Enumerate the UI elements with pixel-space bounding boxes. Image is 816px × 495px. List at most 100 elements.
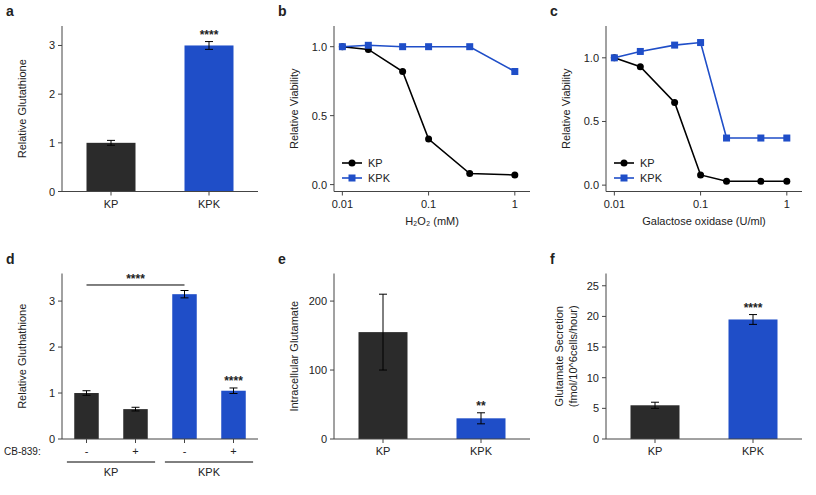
y-axis-label-line: Relative Viability: [560, 68, 572, 149]
legend-marker: [349, 175, 356, 182]
series-line: [614, 43, 786, 138]
x-tick-label: 1: [512, 198, 518, 210]
marks: [339, 42, 518, 179]
panel: 0123Relative Gluthathione-+-+CB-839:KPKP…: [4, 251, 258, 479]
y-tick-label: 2: [49, 341, 55, 353]
x-tick: [184, 439, 185, 443]
x-tick: [233, 439, 234, 443]
x-tick-label: KPK: [470, 445, 493, 457]
y-tick: [58, 393, 62, 394]
panel: 0100200Intracellular GlutamateKPKPK**e: [278, 251, 530, 458]
series-marker: [671, 99, 678, 106]
significance-label: ****: [200, 28, 219, 42]
legend-label: KPK: [368, 172, 391, 184]
x-axis-line: [62, 439, 258, 440]
legend: KPKPK: [614, 157, 663, 184]
series-line: [614, 58, 786, 181]
series-marker: [466, 170, 473, 177]
series-marker: [425, 136, 432, 143]
series-marker: [757, 135, 764, 142]
y-tick-label: 3: [49, 39, 55, 51]
series-marker: [723, 178, 730, 185]
error-bar-cap: [83, 390, 91, 391]
x-tick: [135, 439, 136, 443]
y-tick-label: 200: [309, 295, 327, 307]
legend-marker: [349, 160, 356, 167]
series-marker: [637, 48, 644, 55]
x-tick-label: KPK: [742, 445, 765, 457]
error-bar: [651, 402, 659, 408]
series-marker: [511, 171, 518, 178]
significance-label: ****: [224, 374, 243, 388]
legend-marker: [621, 175, 628, 182]
error-bar-cap: [181, 297, 189, 298]
series-marker: [611, 54, 618, 61]
y-tick-label: 25: [587, 280, 599, 292]
y-tick: [58, 142, 62, 143]
y-tick: [602, 316, 606, 317]
y-tick: [58, 191, 62, 192]
y-tick-label: 0.0: [584, 179, 599, 191]
panel: 0.00.51.0Relative Viability0.010.11H₂O₂ …: [278, 3, 530, 227]
x-axis-line: [334, 191, 530, 192]
panel-title: a: [6, 3, 14, 19]
error-bar-stem: [383, 294, 384, 370]
y-tick: [602, 408, 606, 409]
x-tick: [428, 192, 429, 196]
error-bar: [205, 42, 213, 50]
marks: [87, 42, 234, 192]
y-tick-label: 1: [49, 387, 55, 399]
series-marker: [466, 43, 473, 50]
bar: [172, 294, 197, 439]
y-tick: [58, 347, 62, 348]
y-tick: [602, 57, 606, 58]
x-tick: [614, 192, 615, 196]
error-bar: [749, 315, 757, 325]
x-tick-label: +: [132, 445, 138, 457]
series-marker: [511, 68, 518, 75]
marks: [611, 39, 790, 185]
series-marker: [365, 42, 372, 49]
y-tick-label: 0.0: [312, 179, 327, 191]
error-bar-cap: [132, 410, 140, 411]
y-tick: [602, 285, 606, 286]
error-bar-cap: [83, 395, 91, 396]
y-axis-label: Glutamate Secretion(fmol/10^6cells/hour): [553, 305, 578, 407]
y-axis-line: [606, 26, 607, 192]
y-tick-label: 20: [587, 310, 599, 322]
series-marker: [783, 178, 790, 185]
y-tick: [330, 370, 334, 371]
x-axis-label: H₂O₂ (mM): [405, 215, 459, 227]
significance-label: ****: [126, 272, 145, 286]
bar: [631, 405, 680, 439]
series-marker: [399, 68, 406, 75]
y-axis-label: Relative Glutathione: [16, 59, 28, 158]
series-marker: [611, 54, 618, 61]
y-tick-label: 100: [309, 364, 327, 376]
y-tick-label: 0: [49, 433, 55, 445]
x-tick-label: 0.1: [693, 198, 708, 210]
y-tick-label: 1.0: [584, 52, 599, 64]
y-axis-line: [62, 274, 63, 440]
error-bar-cap: [749, 324, 757, 325]
error-bar-stem: [184, 291, 185, 298]
bar: [74, 393, 99, 439]
y-tick: [330, 301, 334, 302]
x-tick: [753, 439, 754, 443]
y-tick-label: 0: [321, 433, 327, 445]
legend: KPKPK: [342, 157, 391, 184]
error-bar-cap: [132, 407, 140, 408]
bar: [221, 391, 246, 439]
y-tick: [58, 45, 62, 46]
error-bar: [107, 140, 115, 145]
group-label: KP: [104, 466, 119, 478]
y-axis-label: Relative Viability: [560, 68, 572, 149]
x-tick-label: KPK: [198, 198, 221, 210]
y-axis-label-line: Glutamate Secretion: [553, 306, 565, 406]
series-marker: [671, 42, 678, 49]
y-tick: [602, 185, 606, 186]
panel: 0.00.51.0Relative Viability0.010.11Galac…: [550, 3, 802, 227]
legend-marker: [621, 160, 628, 167]
series-marker: [697, 171, 704, 178]
panel: 0123Relative GlutathioneKPKPK****a: [6, 3, 258, 210]
